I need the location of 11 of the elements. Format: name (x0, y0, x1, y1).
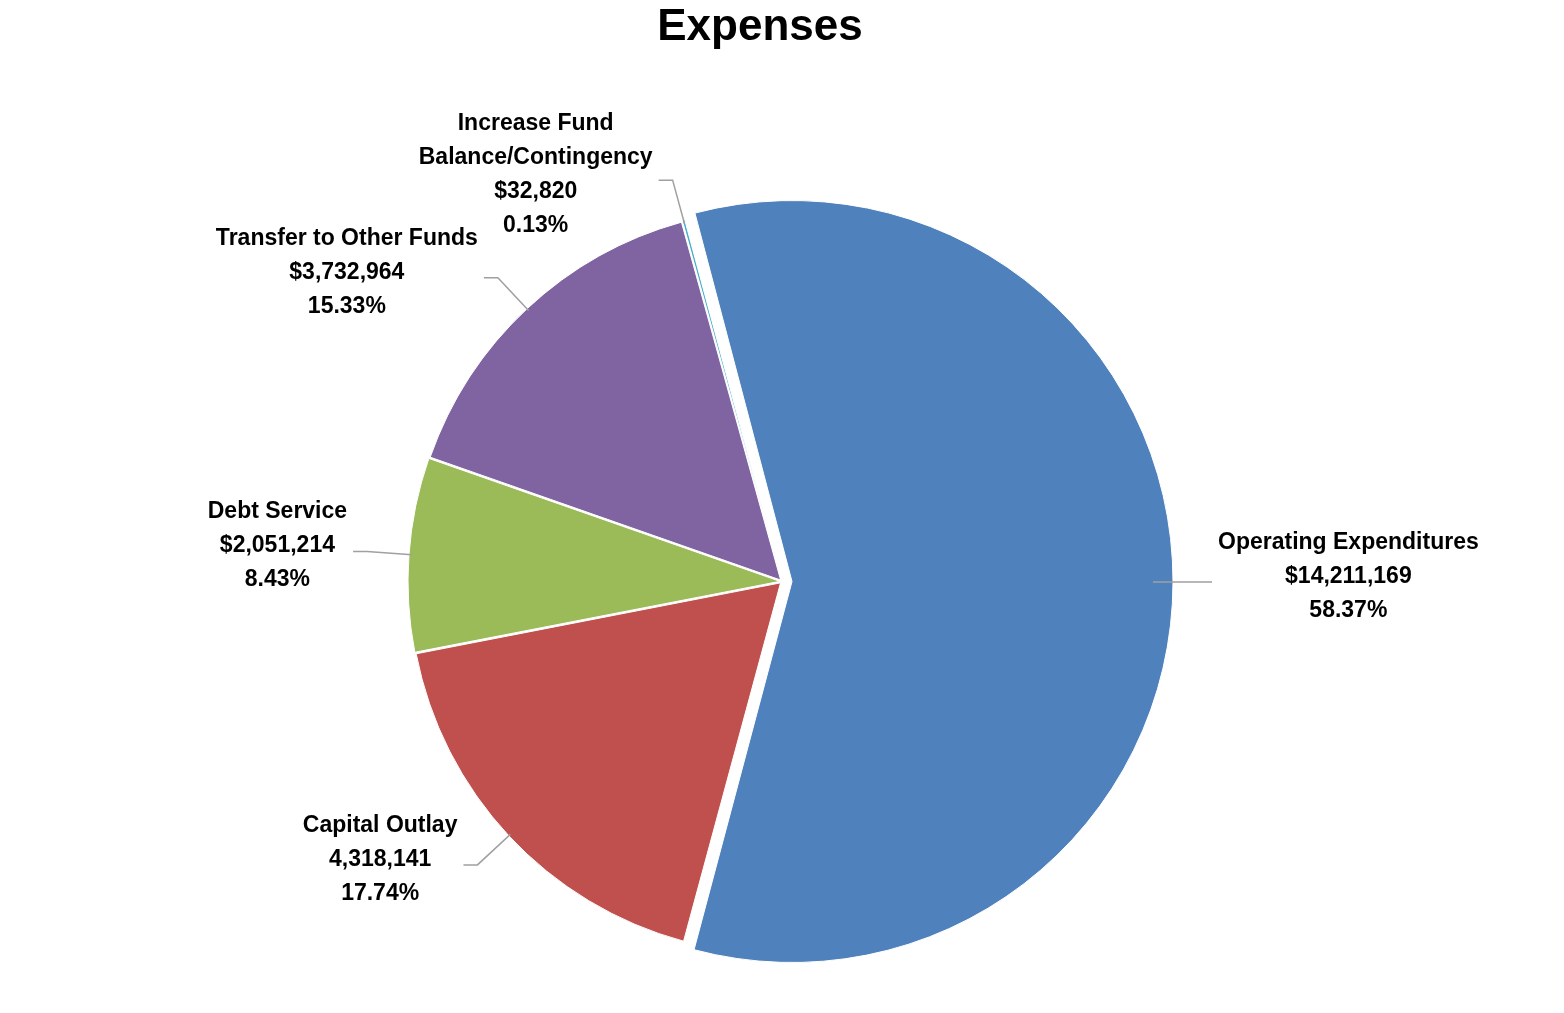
slice-label: Debt Service (207, 497, 348, 524)
data-label: $14,211,169 58.37% (1285, 561, 1412, 622)
slice-label: Capital Outlay (302, 810, 458, 837)
slice-label: Increase Fund Balance/Contingency (418, 108, 653, 169)
data-label: $2,051,214 8.43% (219, 531, 336, 592)
data-label: 4,318,141 17.74% (328, 844, 432, 905)
chart-title: Expenses (657, 0, 863, 50)
slice-label: Operating Expenditures (1218, 527, 1479, 554)
data-label: $32,820 0.13% (494, 176, 578, 237)
slice-label: Transfer to Other Funds (215, 223, 478, 250)
data-label: $3,732,964 15.33% (289, 257, 405, 318)
